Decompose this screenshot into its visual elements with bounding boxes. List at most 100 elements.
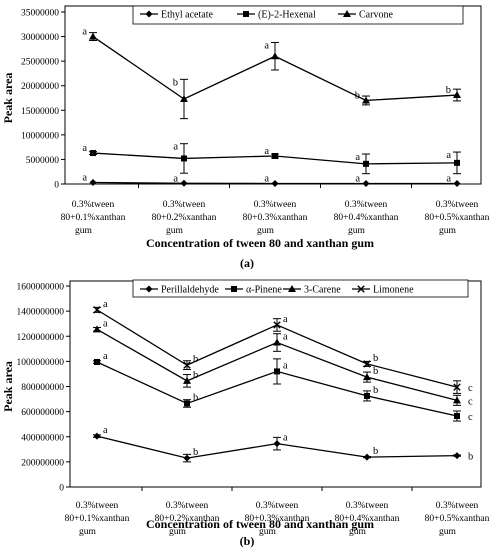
- significance-letter: a: [446, 150, 451, 161]
- legend-entry-label: (E)-2-Hexenal: [258, 10, 316, 21]
- legend: Ethyl acetate (E)-2-Hexenal Carvone: [132, 5, 464, 25]
- significance-letter: c: [468, 412, 473, 423]
- data-point-diamond: [453, 452, 461, 460]
- y-tick-label: 0: [54, 181, 59, 191]
- data-point-triangle: [183, 376, 191, 384]
- significance-letter: a: [355, 152, 360, 163]
- data-point-x-stroke-2: [273, 321, 281, 329]
- data-point-square: [90, 150, 96, 157]
- x-tick-label: gum: [79, 527, 97, 537]
- legend-entry-label: Carvone: [359, 10, 393, 21]
- legend-marker-square: [243, 11, 249, 17]
- series-perillaldehyde: a b a b b: [93, 425, 473, 463]
- x-tick-label: 80+0.2%xanthan: [155, 514, 220, 524]
- data-point-triangle: [362, 96, 370, 104]
- significance-letter: a: [173, 173, 178, 184]
- data-point-x-stroke-2: [453, 383, 461, 391]
- series-carvone: a b a b b: [82, 27, 461, 120]
- x-tick-label: 80+0.4%xanthan: [335, 514, 400, 524]
- data-point-triangle: [363, 373, 371, 381]
- legend-marker-square: [231, 286, 237, 292]
- significance-letter: a: [264, 40, 269, 51]
- x-tick-label: 0.3%tween: [436, 501, 479, 511]
- significance-letter: b: [373, 385, 378, 396]
- data-point-square: [454, 159, 460, 166]
- x-tick-label: 0.3%tween: [72, 200, 115, 210]
- series--e-2-hexenal: a a aa a: [82, 142, 461, 175]
- legend: Perillaldehyde α-Pinene 3-Carene Limonene: [132, 279, 469, 298]
- x-tick-label: gum: [349, 527, 367, 537]
- significance-letter: b: [193, 447, 198, 458]
- y-tick-label: 600000000: [21, 408, 64, 418]
- x-tick-label: 0.3%tween: [166, 501, 209, 511]
- x-tick-label: 80+0.2%xanthan: [152, 213, 217, 223]
- significance-letter: b: [446, 85, 451, 96]
- series-limonene: a b a b c: [93, 299, 473, 394]
- data-point-square: [274, 368, 280, 375]
- data-point-x: [273, 321, 281, 329]
- significance-letter: a: [355, 174, 360, 185]
- significance-letter: a: [82, 173, 87, 184]
- significance-letter: b: [173, 77, 178, 88]
- x-tick-label: gum: [259, 527, 277, 537]
- y-tick-label: 1200000000: [17, 333, 65, 343]
- legend-entry-label: Perillaldehyde: [161, 285, 219, 296]
- y-tick-label: 30000000: [21, 33, 59, 43]
- significance-letter: a: [283, 433, 288, 444]
- legend-entry-label: α-Pinene: [246, 285, 282, 296]
- legend-marker-triangle: [343, 10, 351, 17]
- panel-b: 0 200000000 400000000 600000000 800000000 100…: [1, 279, 490, 548]
- data-point-square: [363, 160, 369, 167]
- y-tick-label: 1400000000: [17, 308, 65, 318]
- significance-letter: a: [446, 174, 451, 185]
- significance-letter: b: [193, 392, 198, 403]
- legend-marker-diamond: [145, 285, 153, 293]
- data-point-diamond: [93, 432, 101, 440]
- series-3-carene: a b a b c: [93, 318, 473, 407]
- data-point-x-stroke-2: [363, 360, 371, 368]
- y-tick-label: 25000000: [21, 58, 59, 68]
- x-tick-label: 0.3%tween: [163, 200, 206, 210]
- x-tick-label: gum: [439, 226, 457, 236]
- data-point-triangle: [453, 396, 461, 404]
- x-tick-label: 0.3%tween: [345, 200, 388, 210]
- legend-entry-label: Limonene: [373, 285, 414, 296]
- x-tick-label: 80+0.4%xanthan: [334, 213, 399, 223]
- data-point-diamond: [180, 179, 188, 187]
- x-tick-label: gum: [348, 226, 366, 236]
- y-tick-label: 800000000: [21, 383, 64, 393]
- significance-letter: b: [355, 90, 360, 101]
- data-point-diamond: [273, 440, 281, 448]
- x-tick-label: gum: [166, 226, 184, 236]
- x-tick-label: 80+0.3%xanthan: [245, 514, 310, 524]
- data-point-triangle: [93, 325, 101, 333]
- x-tick-label: 0.3%tween: [436, 200, 479, 210]
- legend-marker-x-stroke-2: [357, 285, 365, 293]
- panel-label: (b): [240, 534, 255, 548]
- data-point-diamond: [89, 179, 97, 187]
- panel-label: (a): [240, 256, 254, 270]
- significance-letter: b: [373, 353, 378, 364]
- data-point-square: [94, 359, 100, 366]
- x-tick-label: 0.3%tween: [346, 501, 389, 511]
- significance-letter: b: [373, 366, 378, 377]
- data-point-diamond: [183, 454, 191, 462]
- y-tick-label: 1000000000: [17, 358, 65, 368]
- data-point-diamond: [363, 453, 371, 461]
- significance-letter: b: [193, 354, 198, 365]
- significance-letter: a: [173, 142, 178, 153]
- y-tick-label: 15000000: [21, 107, 59, 117]
- significance-letter: c: [468, 396, 473, 407]
- data-point-x: [453, 383, 461, 391]
- significance-letter: a: [82, 27, 87, 38]
- data-point-square: [454, 413, 460, 420]
- significance-letter: b: [193, 370, 198, 381]
- y-axis-label: Peak area: [1, 73, 15, 124]
- significance-letter: b: [373, 446, 378, 457]
- significance-letter: a: [103, 425, 108, 436]
- legend-frame: [132, 5, 464, 25]
- x-tick-label: 80+0.1%xanthan: [65, 514, 130, 524]
- x-tick-label: 0.3%tween: [256, 501, 299, 511]
- series--pinene: a b a b c: [93, 351, 473, 423]
